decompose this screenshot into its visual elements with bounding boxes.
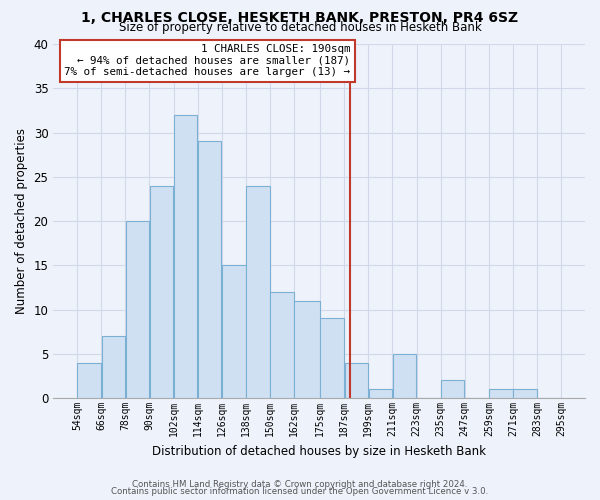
- Bar: [489, 390, 512, 398]
- Bar: [101, 336, 125, 398]
- Bar: [513, 390, 537, 398]
- Text: Size of property relative to detached houses in Hesketh Bank: Size of property relative to detached ho…: [119, 21, 481, 34]
- Bar: [150, 186, 173, 398]
- Text: 1 CHARLES CLOSE: 190sqm
← 94% of detached houses are smaller (187)
7% of semi-de: 1 CHARLES CLOSE: 190sqm ← 94% of detache…: [64, 44, 350, 77]
- Bar: [393, 354, 416, 398]
- Bar: [125, 221, 149, 398]
- Bar: [320, 318, 344, 398]
- Bar: [441, 380, 464, 398]
- Bar: [222, 266, 245, 398]
- Bar: [77, 362, 101, 398]
- Bar: [295, 301, 320, 398]
- Text: Contains public sector information licensed under the Open Government Licence v : Contains public sector information licen…: [112, 487, 488, 496]
- X-axis label: Distribution of detached houses by size in Hesketh Bank: Distribution of detached houses by size …: [152, 444, 486, 458]
- Text: 1, CHARLES CLOSE, HESKETH BANK, PRESTON, PR4 6SZ: 1, CHARLES CLOSE, HESKETH BANK, PRESTON,…: [82, 11, 518, 25]
- Bar: [246, 186, 269, 398]
- Bar: [270, 292, 294, 398]
- Text: Contains HM Land Registry data © Crown copyright and database right 2024.: Contains HM Land Registry data © Crown c…: [132, 480, 468, 489]
- Bar: [368, 390, 392, 398]
- Y-axis label: Number of detached properties: Number of detached properties: [15, 128, 28, 314]
- Bar: [344, 362, 368, 398]
- Bar: [198, 142, 221, 398]
- Bar: [174, 115, 197, 398]
